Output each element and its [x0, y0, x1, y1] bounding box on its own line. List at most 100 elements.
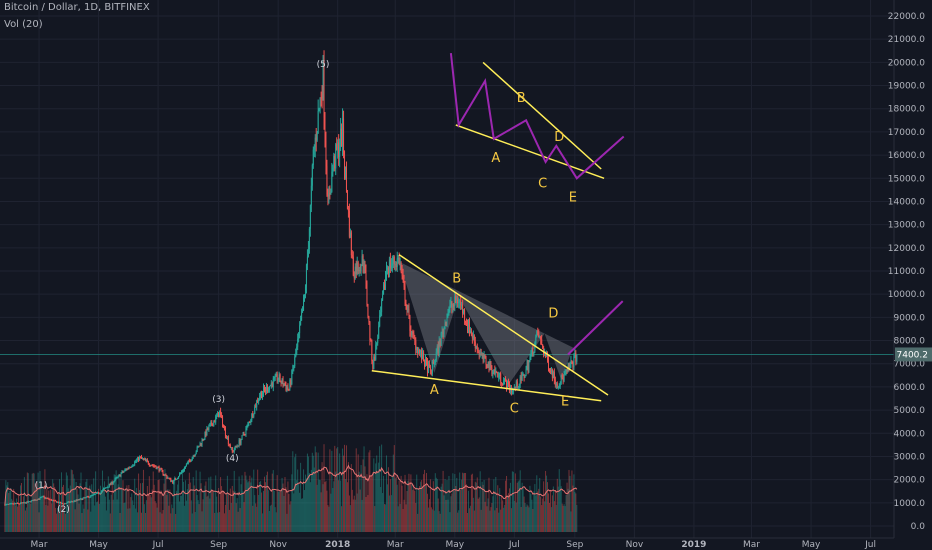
volume-bar: [238, 476, 240, 532]
volume-bar: [446, 480, 448, 532]
candle-body: [343, 118, 345, 152]
volume-bar: [565, 495, 567, 532]
volume-bar: [531, 499, 533, 532]
volume-bar: [5, 480, 7, 532]
candle-body: [95, 493, 97, 495]
candle-body: [486, 364, 488, 368]
candle-body: [393, 256, 395, 265]
volume-bar: [62, 484, 64, 532]
candle-body: [304, 286, 306, 295]
price-tick-label: 14000.0: [888, 197, 925, 207]
candle-body: [217, 412, 219, 416]
volume-bar: [524, 503, 526, 532]
candle-body: [258, 398, 260, 402]
candle-body: [104, 487, 106, 489]
volume-bar: [116, 499, 118, 532]
candle-body: [344, 151, 346, 170]
candle-body: [318, 108, 320, 112]
volume-bar: [473, 510, 475, 532]
volume-bar: [554, 491, 556, 532]
candle-body: [568, 366, 570, 370]
volume-bar: [341, 506, 343, 532]
volume-bar: [495, 476, 497, 532]
candle-body: [460, 300, 462, 305]
volume-bar: [267, 490, 269, 532]
candle-body: [319, 97, 321, 109]
candle-body: [47, 498, 49, 500]
volume-bar: [496, 508, 498, 532]
candle-body: [525, 369, 527, 376]
volume-bar: [572, 485, 574, 532]
candle-body: [297, 339, 299, 347]
volume-bar: [101, 491, 103, 532]
candle-body: [499, 372, 501, 376]
volume-bar: [76, 488, 78, 532]
volume-bar: [429, 479, 431, 532]
candle-body: [506, 380, 508, 390]
volume-bar: [302, 498, 304, 532]
candle-body: [100, 492, 102, 494]
volume-bar: [452, 473, 454, 532]
volume-bar: [193, 485, 195, 532]
drawing-labels: (1) (2) (3) (4) (5) B A C D E A B C D E: [35, 60, 577, 515]
candle-body: [173, 479, 175, 484]
volume-bar: [320, 492, 322, 532]
volume-bar: [380, 487, 382, 532]
volume-bar: [534, 484, 536, 532]
volume-bar: [477, 498, 479, 532]
candle-body: [394, 263, 396, 265]
candle-body: [178, 476, 180, 478]
candle-body: [304, 294, 306, 299]
volume-bar: [324, 482, 326, 532]
candle-body: [242, 433, 244, 436]
candle-body: [131, 466, 133, 468]
volume-bar: [105, 510, 107, 532]
volume-bar: [131, 493, 133, 532]
volume-bar: [16, 498, 18, 532]
volume-bar: [266, 471, 268, 532]
symbol-title[interactable]: Bitcoin / Dollar, 1D, BITFINEX: [4, 2, 150, 13]
candle-body: [489, 361, 491, 370]
volume-bar: [455, 486, 457, 532]
candle-body: [330, 191, 332, 195]
volume-bar: [37, 472, 39, 532]
volume-bar: [338, 480, 340, 532]
volume-bar: [48, 490, 50, 532]
volume-bar: [426, 493, 428, 532]
candle-body: [337, 142, 339, 150]
volume-bar: [463, 473, 465, 532]
volume-bar: [509, 482, 511, 532]
candle-body: [571, 360, 573, 364]
candle-body: [69, 501, 71, 503]
volume-bar: [170, 513, 172, 532]
candle-body: [224, 428, 226, 436]
candle-body: [461, 304, 463, 306]
candle-body: [447, 313, 449, 317]
candle-body: [272, 378, 274, 388]
candle-body: [141, 456, 143, 459]
volume-bar: [529, 485, 531, 532]
volume-bar: [36, 481, 38, 532]
candle-body: [118, 474, 120, 476]
volume-bar: [175, 513, 177, 532]
candle-body: [342, 118, 344, 147]
time-tick-label: May: [446, 540, 465, 550]
volume-bar: [289, 504, 291, 532]
price-axis[interactable]: 0.0 1000.0 2000.0 3000.0 4000.0 5000.0 6000.0 7…: [888, 12, 932, 532]
volume-bar: [107, 476, 109, 532]
candle-body: [265, 386, 267, 392]
time-axis[interactable]: Mar May Jul Sep Nov 2018 Mar May Jul Sep Nov 2019 Ma…: [31, 540, 876, 550]
candle-body: [344, 168, 346, 170]
drawings[interactable]: [371, 52, 625, 402]
volume-bar: [160, 490, 162, 532]
candle-body: [521, 375, 523, 381]
volume-indicator-label[interactable]: Vol (20): [4, 19, 43, 30]
volume-bar: [296, 480, 298, 532]
candle-body: [34, 499, 36, 501]
volume-bar: [308, 472, 310, 532]
candle-body: [541, 339, 543, 345]
time-tick-label: Sep: [210, 540, 227, 550]
candle-body: [157, 466, 159, 468]
candle-body: [235, 445, 237, 447]
